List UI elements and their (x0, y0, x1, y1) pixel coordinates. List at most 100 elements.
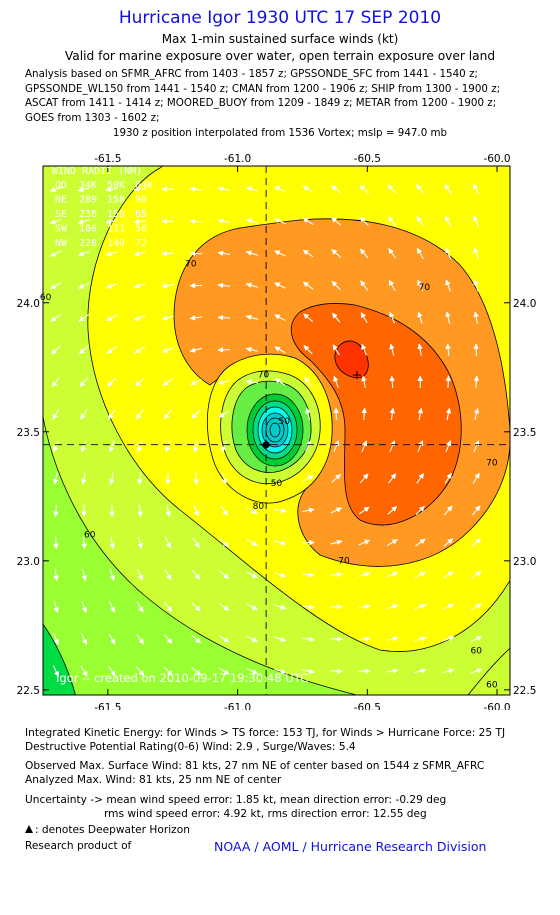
wind-arrow (51, 376, 61, 388)
wind-arrow (53, 504, 59, 518)
wind-arrow (274, 507, 287, 514)
wind-arrow (274, 346, 286, 354)
wind-arrow (105, 186, 119, 193)
wind-arrow (217, 314, 231, 321)
wind-arrow (165, 504, 171, 517)
wind-arrow (472, 183, 480, 195)
wind-arrow (445, 440, 452, 453)
wind-arrow (302, 185, 314, 193)
wind-radii-cell: 140 (107, 238, 125, 249)
wind-arrow (331, 473, 341, 483)
wind-arrow (245, 379, 259, 385)
wind-arrow (133, 250, 147, 257)
wind-arrow (135, 666, 145, 677)
wind-arrow (417, 311, 423, 324)
wind-radii-cell: 150 (107, 209, 125, 220)
contour-label: 70 (419, 283, 431, 293)
wind-arrow (303, 345, 313, 355)
chart-subtitle: Max 1-min sustained surface winds (kt) (161, 32, 399, 46)
wind-arrow (470, 603, 482, 611)
wind-arrow (217, 282, 231, 289)
deepwater-label: : denotes Deepwater Horizon (35, 824, 190, 836)
wind-arrow (50, 250, 62, 257)
wind-arrow (191, 409, 201, 419)
deepwater-legend: : denotes Deepwater Horizon (25, 824, 190, 836)
wind-arrow (78, 282, 90, 289)
wind-arrow (330, 571, 343, 578)
wind-radii-cell: NW (55, 238, 68, 249)
wind-arrow (245, 218, 258, 224)
wind-arrow (191, 602, 201, 612)
wind-radii-cell: QD (55, 180, 67, 191)
wind-arrow (302, 668, 315, 675)
wind-arrow (161, 250, 175, 257)
y-tick-label-left: 24.0 (17, 298, 40, 310)
wind-arrow (333, 440, 340, 452)
wind-arrow (105, 282, 118, 289)
wind-arrow (50, 313, 62, 322)
wind-arrow (471, 570, 482, 579)
wind-arrow (137, 536, 143, 549)
wind-arrow (473, 279, 479, 292)
wind-arrow (274, 604, 287, 610)
wind-arrow (77, 250, 90, 257)
wind-arrow (163, 634, 173, 644)
dpr-line: Destructive Potential Rating(0-6) Wind: … (25, 741, 356, 753)
wind-arrow (274, 186, 286, 193)
wind-arrow (219, 570, 230, 580)
wind-arrow (359, 216, 369, 227)
wind-arrow (331, 312, 341, 323)
contour-label: 60 (84, 531, 96, 541)
wind-arrow (388, 279, 396, 292)
wind-arrow (305, 440, 312, 452)
wind-arrow (274, 250, 286, 257)
wind-radii-cell: 56 (135, 224, 147, 235)
wind-arrow (416, 472, 425, 484)
wind-arrow (330, 185, 342, 194)
wind-radii-rows: QD 34K 50K 64K NE 289 158 90 SE 238 150 65 SW 186 111 5… (55, 180, 153, 249)
uncertainty-line-2: rms wind speed error: 4.92 kt, rms direc… (104, 808, 427, 820)
axis-tick-labels: -61.5 -61.5 -61.0 -61.0 -60.5 -60.5 -60.0 -60.0… (17, 153, 537, 710)
wind-arrow (133, 186, 147, 193)
wind-arrow (360, 312, 368, 324)
wind-arrow (137, 569, 143, 581)
wind-arrow (77, 186, 90, 193)
y-tick-label-left: 22.5 (17, 685, 40, 697)
contour-label: 60 (471, 647, 483, 657)
wind-arrow (444, 472, 452, 484)
credit-link[interactable]: NOAA / AOML / Hurricane Research Divisio… (214, 839, 487, 854)
wind-arrow (53, 600, 59, 614)
analysis-line: GOES from 1303 - 1602 z; (25, 111, 160, 124)
contour-label: 60 (40, 293, 52, 303)
wind-arrow (81, 536, 87, 550)
wind-arrow (274, 282, 286, 289)
wind-arrow (109, 568, 115, 581)
wind-arrow (302, 281, 314, 290)
wind-arrow (161, 315, 174, 321)
position-note: 1930 z position interpolated from 1536 V… (112, 127, 448, 139)
wind-arrow (80, 408, 88, 420)
wind-arrow (471, 538, 482, 548)
plot-frame (42, 165, 511, 696)
wind-vectors (49, 183, 483, 678)
wind-arrow (79, 377, 89, 387)
wind-arrow (415, 538, 426, 547)
wind-arrow (274, 636, 287, 642)
analyzed-wind-line: Analyzed Max. Wind: 81 kts, 25 nm NE of … (25, 774, 282, 786)
wind-arrow (246, 506, 258, 515)
wind-arrow (134, 346, 146, 354)
x-tick-label-top: -60.5 (354, 153, 381, 165)
wind-arrow (302, 636, 315, 642)
wind-arrow (49, 186, 62, 193)
wind-arrow (274, 218, 286, 225)
wind-arrow (221, 472, 228, 485)
y-tick-label-right: 23.5 (513, 427, 536, 439)
wind-radii-cell: SW (55, 224, 68, 235)
x-tick-label-bottom: -61.5 (94, 702, 121, 710)
wind-arrow (387, 506, 398, 515)
wind-arrow (136, 408, 144, 420)
wind-arrow (304, 376, 312, 388)
wind-arrow (388, 216, 397, 227)
wind-arrow (192, 537, 200, 549)
wind-arrow (330, 668, 343, 674)
